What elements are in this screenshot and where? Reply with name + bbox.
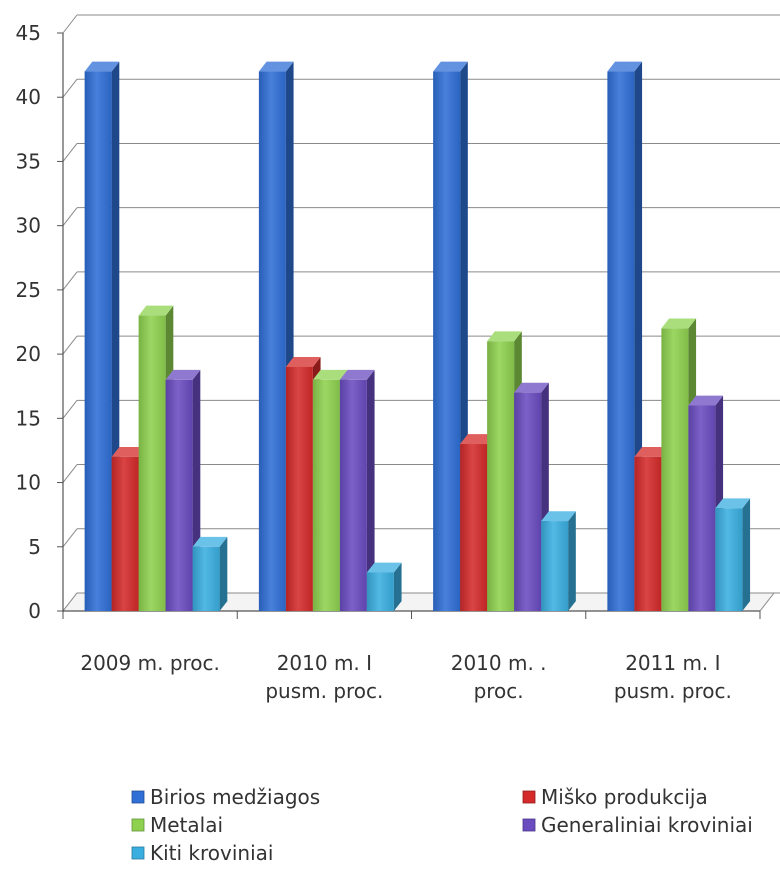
legend-item: Metalai bbox=[131, 813, 223, 837]
bar-top bbox=[312, 369, 348, 380]
bar-top bbox=[84, 61, 120, 72]
gridline-side bbox=[62, 14, 78, 34]
legend: Birios medžiagos Miško produkcija Metalai G… bbox=[131, 785, 753, 865]
legend-swatch bbox=[522, 790, 536, 804]
bar-front bbox=[607, 71, 635, 612]
bars bbox=[84, 61, 751, 612]
bar bbox=[339, 369, 375, 611]
bar-top bbox=[460, 434, 495, 445]
bar-front bbox=[366, 572, 394, 611]
legend-label: Miško produkcija bbox=[541, 785, 708, 809]
y-tick-label: 25 bbox=[16, 278, 41, 302]
bar-top bbox=[433, 61, 468, 72]
bar-side bbox=[393, 562, 402, 611]
bar-side bbox=[742, 498, 751, 611]
bar-front bbox=[192, 546, 220, 611]
bar-top bbox=[258, 61, 294, 72]
bar-top bbox=[688, 395, 724, 406]
bar bbox=[192, 536, 228, 611]
bar-front bbox=[84, 71, 112, 612]
bar-front bbox=[634, 456, 662, 611]
bar-side bbox=[219, 536, 228, 611]
bar-front bbox=[487, 341, 515, 611]
bar-front bbox=[715, 508, 743, 611]
bar-side bbox=[366, 369, 375, 611]
legend-item: Birios medžiagos bbox=[131, 785, 320, 809]
bar-top bbox=[138, 305, 174, 316]
y-tick-label: 15 bbox=[16, 406, 41, 430]
bar-top bbox=[366, 562, 402, 573]
y-tick-label: 10 bbox=[16, 471, 41, 495]
legend-label: Metalai bbox=[150, 813, 223, 837]
bar-top bbox=[339, 369, 375, 380]
gridline-side bbox=[62, 207, 78, 226]
legend-swatch bbox=[522, 818, 536, 832]
gridline-side bbox=[62, 464, 78, 483]
bar-front bbox=[514, 392, 542, 611]
bar-top bbox=[285, 357, 321, 367]
legend-label: Birios medžiagos bbox=[150, 785, 320, 809]
legend-swatch bbox=[131, 818, 145, 832]
gridline-side bbox=[62, 528, 78, 548]
bar-front bbox=[460, 444, 488, 611]
bar-top bbox=[514, 382, 549, 393]
bar-front bbox=[339, 379, 367, 611]
x-tick-label: 2010 m. . proc. bbox=[451, 651, 547, 703]
y-tick-label: 40 bbox=[16, 85, 41, 109]
y-tick-labels: 0 5 10 15 20 25 30 35 40 45 bbox=[16, 21, 63, 623]
y-tick-label: 35 bbox=[16, 149, 41, 173]
legend-label: Generaliniai kroviniai bbox=[541, 813, 753, 837]
bar-top bbox=[111, 446, 147, 457]
legend-swatch bbox=[131, 846, 145, 860]
legend-item: Miško produkcija bbox=[522, 785, 708, 809]
y-tick-label: 0 bbox=[28, 599, 41, 623]
bar-top bbox=[165, 369, 201, 380]
legend-item: Kiti kroviniai bbox=[131, 841, 273, 865]
bar-top bbox=[487, 331, 522, 342]
bar-front bbox=[688, 405, 716, 611]
bar-front bbox=[312, 379, 340, 611]
bar-top bbox=[192, 536, 228, 547]
x-tick-label: 2009 m. proc. bbox=[80, 651, 220, 675]
bar-front bbox=[541, 521, 569, 611]
gridline-side bbox=[62, 400, 78, 419]
bar bbox=[366, 562, 402, 611]
bar-front bbox=[433, 71, 461, 612]
y-tick-label: 20 bbox=[16, 342, 41, 366]
bar-top bbox=[541, 511, 576, 522]
bar-front bbox=[285, 366, 313, 611]
legend-label: Kiti kroviniai bbox=[150, 841, 273, 865]
legend-item: Generaliniai kroviniai bbox=[522, 813, 753, 837]
bar bbox=[715, 498, 751, 611]
bar-front bbox=[138, 315, 166, 611]
bar-top bbox=[607, 61, 643, 72]
bar bbox=[688, 395, 724, 611]
legend-swatch bbox=[131, 790, 145, 804]
gridline-side bbox=[62, 335, 78, 355]
bar-front bbox=[661, 328, 689, 611]
bar bbox=[84, 61, 120, 612]
gridline-side bbox=[62, 78, 78, 98]
bar-front bbox=[111, 456, 139, 611]
bar-front bbox=[165, 379, 193, 611]
gridline-side bbox=[62, 143, 78, 162]
bar-top bbox=[661, 318, 697, 329]
y-tick-label: 45 bbox=[16, 21, 41, 45]
bar-side bbox=[568, 511, 576, 611]
y-tick-label: 5 bbox=[28, 535, 41, 559]
bar bbox=[541, 511, 576, 611]
bar-top bbox=[715, 498, 751, 509]
bar-front bbox=[258, 71, 286, 612]
bar-top bbox=[634, 446, 670, 457]
y-tick-label: 30 bbox=[16, 214, 41, 238]
gridline-side bbox=[62, 271, 78, 291]
